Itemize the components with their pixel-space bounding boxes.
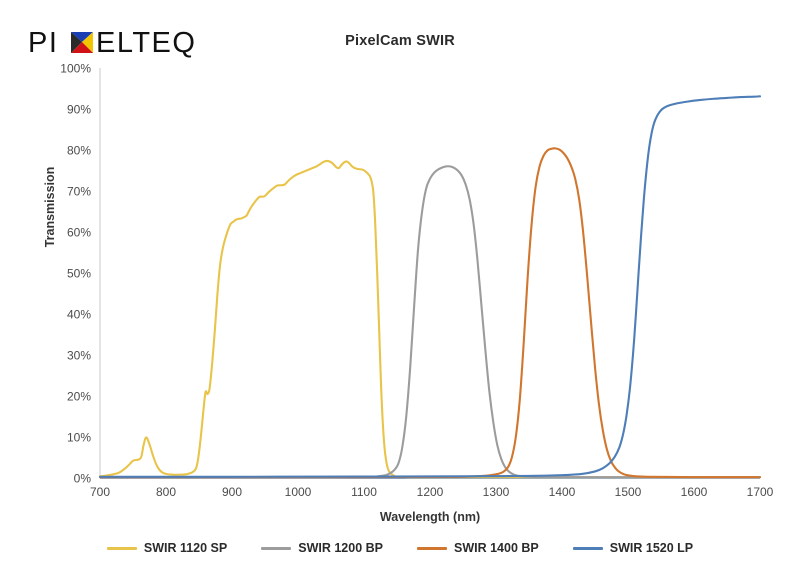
- y-tick-label: 10%: [67, 431, 91, 445]
- legend-color-swatch: [572, 546, 603, 550]
- legend-color-swatch: [106, 546, 137, 550]
- x-tick-label: 1300: [483, 485, 510, 499]
- legend-color-swatch: [261, 546, 292, 550]
- series-line: [98, 159, 762, 479]
- legend-label: SWIR 1120 SP: [143, 541, 228, 555]
- legend-item[interactable]: SWIR 1400 BP: [417, 541, 539, 555]
- y-tick-label: 100%: [60, 62, 91, 76]
- legend-label: SWIR 1400 BP: [454, 541, 539, 555]
- y-tick-label: 80%: [67, 144, 91, 158]
- y-tick-label: 50%: [67, 267, 91, 281]
- y-tick-label: 0%: [74, 472, 92, 486]
- logo-text-before: PI: [28, 27, 58, 59]
- series-group: [98, 95, 762, 479]
- logo-text-after: ELTEQ: [96, 27, 196, 59]
- y-tick-label: 60%: [67, 226, 91, 240]
- x-tick-label: 1500: [615, 485, 642, 499]
- legend-item[interactable]: SWIR 1120 SP: [106, 541, 228, 555]
- chart-legend: SWIR 1120 SP SWIR 1200 BP SWIR 1400 BP SWIR…: [0, 541, 800, 555]
- series-line: [98, 95, 762, 478]
- y-axis-tick-labels: 0% 10% 20% 30% 40% 50% 60% 70% 80% 90% 100%: [60, 62, 91, 486]
- y-tick-label: 70%: [67, 185, 91, 199]
- pixelteq-logo: PI ELTEQ: [28, 27, 196, 59]
- x-axis-title: Wavelength (nm): [379, 510, 481, 524]
- x-tick-label: 700: [90, 485, 110, 499]
- legend-label: SWIR 1520 LP: [609, 541, 694, 555]
- y-axis-title: Transmission: [43, 166, 57, 248]
- plot-area: 0% 10% 20% 30% 40% 50% 60% 70% 80% 90% 100% 700 800…: [60, 62, 774, 500]
- legend-item[interactable]: SWIR 1520 LP: [572, 541, 694, 555]
- series-line: [98, 147, 762, 479]
- y-tick-label: 30%: [67, 349, 91, 363]
- x-tick-label: 1000: [285, 485, 312, 499]
- x-tick-label: 1700: [747, 485, 774, 499]
- x-axis-tick-labels: 700 800 900 1000 1100 1200 1300 1400 1500 1600 170…: [90, 485, 774, 499]
- x-tick-label: 1200: [417, 485, 444, 499]
- x-tick-label: 1100: [351, 485, 377, 499]
- legend-color-swatch: [417, 546, 447, 550]
- x-tick-label: 1600: [681, 485, 708, 499]
- chart-title: PixelCam SWIR: [345, 33, 455, 49]
- legend-label: SWIR 1200 BP: [298, 541, 383, 555]
- x-tick-label: 900: [222, 485, 242, 499]
- series-line: [98, 165, 762, 479]
- y-tick-label: 90%: [67, 103, 91, 117]
- y-tick-label: 20%: [67, 390, 91, 404]
- logo-x-diamond-icon: [71, 32, 93, 53]
- x-tick-label: 1400: [549, 485, 576, 499]
- x-tick-label: 800: [156, 485, 176, 499]
- y-tick-label: 40%: [67, 308, 91, 322]
- legend-item[interactable]: SWIR 1200 BP: [261, 541, 383, 555]
